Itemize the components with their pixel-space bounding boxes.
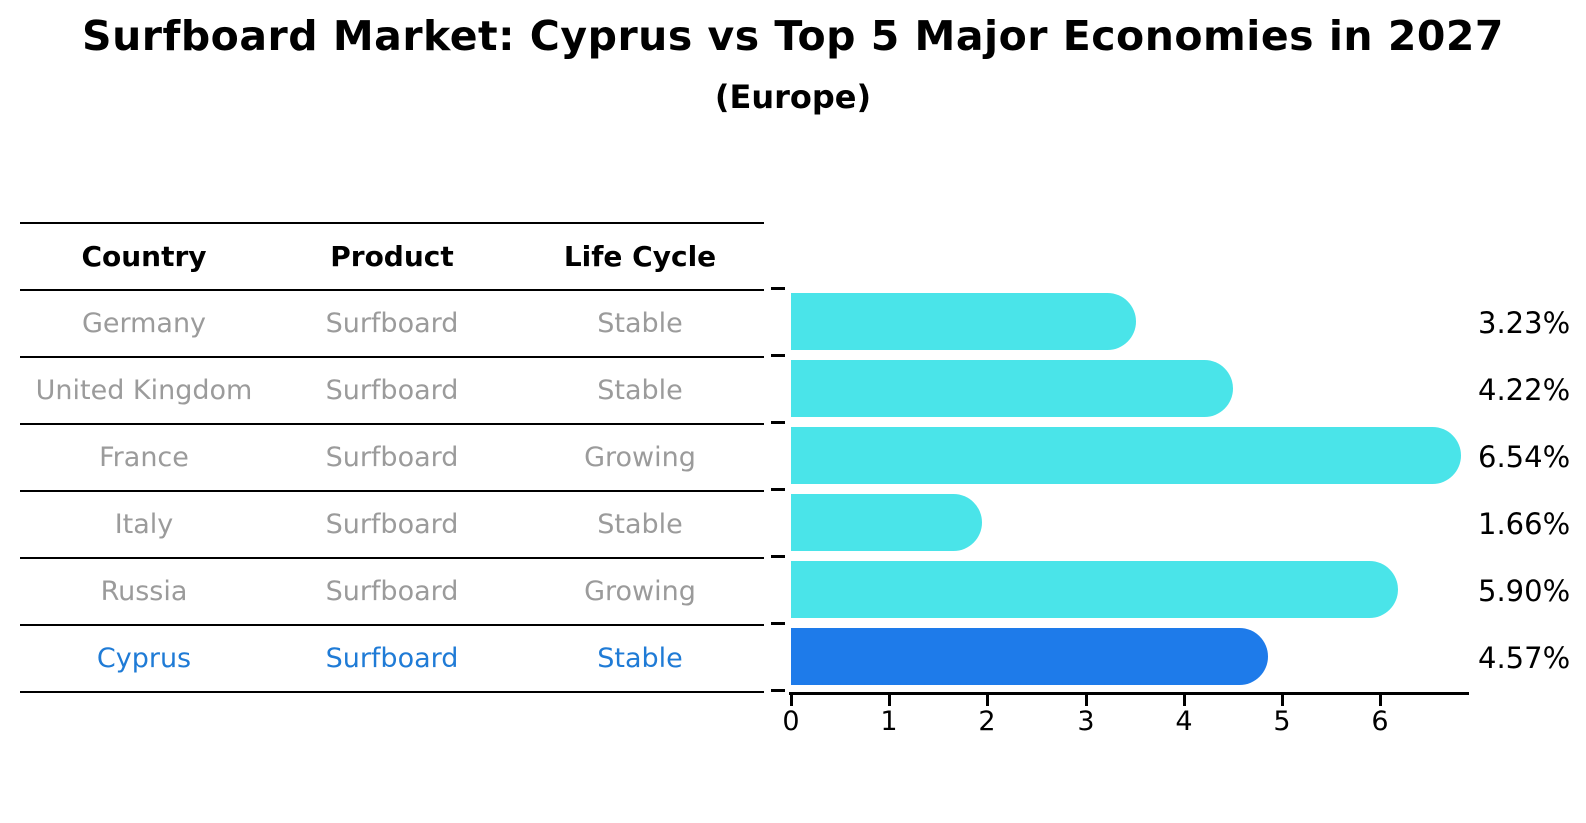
cell-life-cycle: Stable xyxy=(597,509,683,540)
cell-life-cycle: Stable xyxy=(597,375,683,406)
cell-product: Surfboard xyxy=(325,576,459,607)
x-tick-mark xyxy=(986,695,989,706)
x-tick-label: 0 xyxy=(782,706,800,737)
bar-russia xyxy=(791,561,1398,618)
y-tick-mark xyxy=(771,421,785,424)
x-tick-mark xyxy=(1183,695,1186,706)
table-row: France Surfboard Growing xyxy=(20,425,764,492)
x-tick-label: 4 xyxy=(1175,706,1193,737)
x-tick-label: 5 xyxy=(1273,706,1291,737)
y-tick-mark xyxy=(771,287,785,290)
x-tick-mark xyxy=(1281,695,1284,706)
chart-subtitle: (Europe) xyxy=(714,78,872,116)
col-header-life-cycle: Life Cycle xyxy=(563,240,717,273)
cell-life-cycle: Stable xyxy=(597,643,683,674)
value-label: 4.57% xyxy=(1478,640,1571,675)
cell-product: Surfboard xyxy=(325,509,459,540)
cell-country: Russia xyxy=(100,576,188,607)
x-tick-mark xyxy=(888,695,891,706)
bar-germany xyxy=(791,293,1136,350)
x-tick-label: 6 xyxy=(1371,706,1389,737)
table-row: United Kingdom Surfboard Stable xyxy=(20,358,764,425)
bar-france xyxy=(791,427,1461,484)
cell-country: United Kingdom xyxy=(35,375,253,406)
cell-country: France xyxy=(99,442,189,473)
x-tick-mark xyxy=(790,695,793,706)
info-table: Country Product Life Cycle Germany Surfb… xyxy=(20,222,764,693)
cell-product: Surfboard xyxy=(325,643,459,674)
x-tick-label: 3 xyxy=(1077,706,1095,737)
table-header-row: Country Product Life Cycle xyxy=(20,224,764,291)
cell-product: Surfboard xyxy=(325,442,459,473)
cell-life-cycle: Growing xyxy=(584,442,696,473)
table-row: Germany Surfboard Stable xyxy=(20,291,764,358)
y-tick-mark xyxy=(771,622,785,625)
x-tick-label: 1 xyxy=(880,706,898,737)
x-tick-label: 2 xyxy=(978,706,996,737)
x-axis-line xyxy=(789,692,1469,695)
value-label: 4.22% xyxy=(1478,372,1571,407)
value-label: 5.90% xyxy=(1478,573,1571,608)
x-tick-mark xyxy=(1379,695,1382,706)
bar-italy xyxy=(791,494,982,551)
y-tick-mark xyxy=(771,555,785,558)
x-tick-mark xyxy=(1085,695,1088,706)
chart-title: Surfboard Market: Cyprus vs Top 5 Major … xyxy=(82,12,1504,60)
table-row: Italy Surfboard Stable xyxy=(20,492,764,559)
cell-country: Italy xyxy=(114,509,174,540)
col-header-country: Country xyxy=(81,240,207,273)
cell-country: Germany xyxy=(81,308,207,339)
value-label: 1.66% xyxy=(1478,506,1571,541)
y-tick-mark xyxy=(771,488,785,491)
value-label: 6.54% xyxy=(1478,439,1571,474)
col-header-product: Product xyxy=(330,240,454,273)
cell-product: Surfboard xyxy=(325,308,459,339)
cell-life-cycle: Growing xyxy=(584,576,696,607)
y-tick-mark xyxy=(771,354,785,357)
cell-life-cycle: Stable xyxy=(597,308,683,339)
bar-cyprus-highlighted xyxy=(791,628,1268,685)
y-tick-mark xyxy=(771,689,785,692)
table-row-highlight-cyprus: Cyprus Surfboard Stable xyxy=(20,626,764,693)
table-row: Russia Surfboard Growing xyxy=(20,559,764,626)
cell-country: Cyprus xyxy=(96,643,192,674)
value-label: 3.23% xyxy=(1478,305,1571,340)
bar-united-kingdom xyxy=(791,360,1233,417)
cell-product: Surfboard xyxy=(325,375,459,406)
